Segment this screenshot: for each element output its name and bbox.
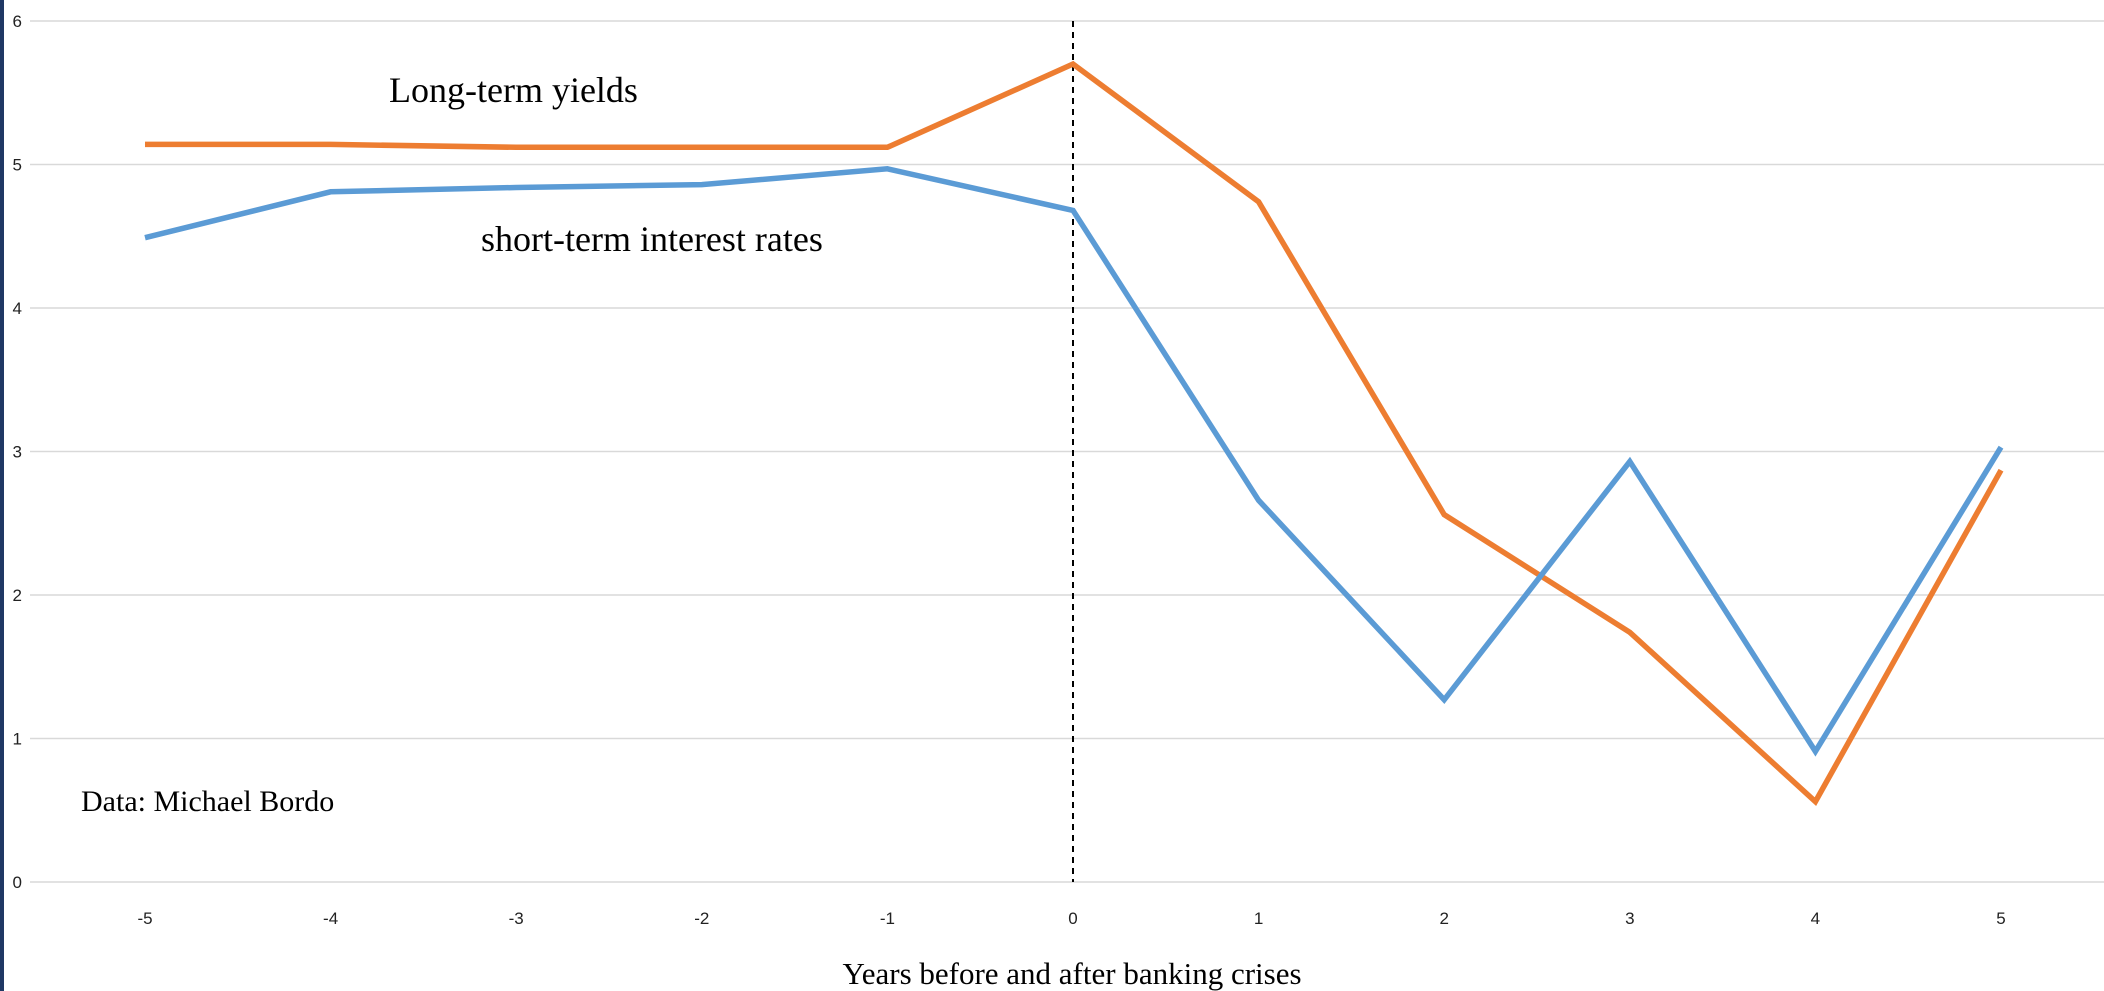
y-tick-label-1: 1 (13, 730, 22, 749)
source-annotation: Data: Michael Bordo (81, 785, 334, 818)
y-tick-label-4: 4 (13, 299, 22, 318)
x-tick-label--2: -2 (694, 909, 709, 928)
y-tick-label-2: 2 (13, 586, 22, 605)
x-tick-label-4: 4 (1811, 909, 1820, 928)
left-border (0, 0, 4, 991)
x-axis-title: Years before and after banking crises (842, 956, 1301, 991)
series-layer (144, 60, 2004, 806)
y-tick-label-6: 6 (13, 12, 22, 31)
gridlines (30, 20, 2104, 883)
y-tick-label-5: 5 (13, 156, 22, 175)
x-tick-label--3: -3 (509, 909, 524, 928)
x-tick-label-5: 5 (1996, 909, 2005, 928)
series-label-short-term-interest-rates: short-term interest rates (481, 219, 823, 259)
tick-labels: 0 1 2 3 4 5 6 -5 -4 -3 -2 -1 0 1 2 3 4 5 (13, 12, 2006, 928)
x-tick-label-3: 3 (1625, 909, 1634, 928)
series-label-long-term-yields: Long-term yields (389, 70, 638, 110)
x-tick-label--4: -4 (323, 909, 338, 928)
x-tick-label-1: 1 (1254, 909, 1263, 928)
x-tick-label--5: -5 (137, 909, 152, 928)
x-tick-label-0: 0 (1068, 909, 1077, 928)
x-tick-label--1: -1 (880, 909, 895, 928)
x-tick-label-2: 2 (1439, 909, 1448, 928)
y-tick-label-3: 3 (13, 443, 22, 462)
y-tick-label-0: 0 (13, 873, 22, 892)
